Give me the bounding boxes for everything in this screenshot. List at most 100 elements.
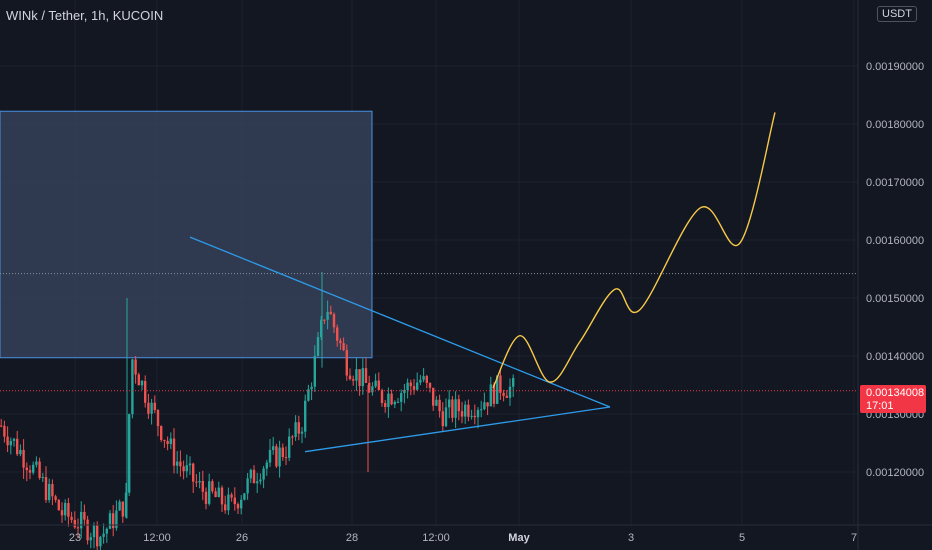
candle-body bbox=[217, 487, 220, 498]
time-tick-label: 28 bbox=[346, 532, 358, 544]
candle-body bbox=[438, 399, 441, 412]
candle-body bbox=[339, 340, 342, 344]
bar-countdown: 17:01 bbox=[866, 400, 894, 412]
resistance-box bbox=[0, 110, 373, 359]
candle-body bbox=[121, 501, 124, 517]
candle-body bbox=[278, 447, 281, 467]
candle-body bbox=[425, 376, 428, 383]
price-tick-label: 0.00170000 bbox=[866, 177, 924, 189]
price-tick-label: 0.00160000 bbox=[866, 235, 924, 247]
candle-body bbox=[249, 469, 252, 479]
candle-body bbox=[451, 399, 454, 418]
candle-body bbox=[272, 446, 275, 450]
candle-body bbox=[252, 469, 256, 484]
candle-body bbox=[448, 399, 451, 408]
candle-body bbox=[102, 533, 105, 537]
candle-body bbox=[0, 425, 3, 427]
candle-body bbox=[150, 402, 153, 414]
candle-body bbox=[291, 436, 294, 438]
time-tick-label: 12:00 bbox=[143, 532, 171, 544]
currency-badge[interactable]: USDT bbox=[877, 6, 917, 22]
candle-body bbox=[300, 431, 304, 434]
triangle-lower-trendline bbox=[304, 406, 611, 453]
candle-body bbox=[134, 359, 137, 375]
candle-body bbox=[454, 399, 457, 418]
candle-body bbox=[352, 379, 355, 381]
candle-body bbox=[435, 399, 438, 406]
candle-body bbox=[108, 513, 112, 529]
candle-body bbox=[176, 461, 179, 466]
candle-body bbox=[406, 382, 409, 390]
candle-body bbox=[396, 401, 400, 403]
price-axis[interactable]: 0.00190000 0.00180000 0.00170000 0.00160000… bbox=[866, 61, 924, 479]
candle-body bbox=[115, 510, 118, 529]
candle-body bbox=[16, 438, 19, 455]
candle-body bbox=[60, 510, 64, 516]
candle-body bbox=[192, 463, 195, 482]
candle-body bbox=[32, 464, 35, 473]
candle-body bbox=[275, 446, 278, 467]
candle-body bbox=[172, 438, 176, 466]
candle-body bbox=[188, 463, 192, 466]
candle-body bbox=[419, 379, 422, 383]
candle-body bbox=[67, 503, 70, 517]
candle-body bbox=[86, 519, 89, 541]
symbol-title[interactable]: WINk / Tether, 1h, KUCOIN bbox=[6, 8, 164, 23]
price-tick-label: 0.00180000 bbox=[866, 119, 924, 131]
candle-body bbox=[348, 375, 352, 380]
candle-body bbox=[380, 390, 384, 404]
candle-body bbox=[96, 525, 99, 547]
candle-body bbox=[233, 497, 236, 505]
candle-body bbox=[358, 369, 361, 387]
candle-body bbox=[307, 389, 310, 401]
candle-body bbox=[387, 393, 390, 408]
candle-body bbox=[265, 462, 268, 469]
candle-body bbox=[457, 399, 460, 412]
time-axis[interactable]: 23 12:00 26 28 12:00 May 3 5 7 bbox=[69, 532, 857, 544]
candle-body bbox=[512, 377, 515, 387]
price-tick-label: 0.00140000 bbox=[866, 351, 924, 363]
candle-body bbox=[499, 375, 502, 393]
candle-body bbox=[281, 447, 284, 458]
candle-body bbox=[400, 393, 403, 402]
candle-body bbox=[412, 386, 416, 390]
candle-body bbox=[48, 484, 51, 501]
candle-body bbox=[416, 382, 419, 390]
candle-body bbox=[492, 384, 496, 404]
candle-body bbox=[140, 380, 144, 386]
candle-body bbox=[496, 375, 499, 404]
candle-body bbox=[483, 402, 486, 410]
candle-body bbox=[211, 481, 214, 492]
candle-body bbox=[508, 386, 512, 398]
candle-body bbox=[336, 327, 339, 341]
candle-body bbox=[464, 404, 467, 417]
candle-body bbox=[201, 481, 204, 492]
candle-body bbox=[256, 481, 259, 484]
candle-body bbox=[169, 438, 172, 445]
candle-body bbox=[70, 516, 73, 520]
candle-body bbox=[342, 343, 345, 351]
candle-body bbox=[6, 436, 9, 446]
candle-body bbox=[384, 403, 387, 408]
price-tick-label: 0.00120000 bbox=[866, 467, 924, 479]
candle-body bbox=[112, 513, 115, 529]
candle-body bbox=[76, 527, 80, 529]
candle-body bbox=[428, 382, 432, 388]
candle-body bbox=[502, 392, 505, 396]
candle-body bbox=[51, 484, 54, 497]
candle-body bbox=[41, 477, 44, 479]
candle-body bbox=[284, 457, 288, 459]
candle-body bbox=[390, 393, 393, 405]
candle-body bbox=[25, 467, 28, 471]
projection-path bbox=[492, 112, 776, 389]
candle-body bbox=[505, 395, 508, 398]
candle-body bbox=[160, 426, 163, 440]
candle-body bbox=[377, 380, 380, 391]
time-tick-label: 3 bbox=[628, 532, 634, 544]
candle-body bbox=[144, 380, 147, 403]
candle-body bbox=[355, 369, 358, 381]
candle-body bbox=[374, 380, 377, 387]
candle-body bbox=[224, 504, 227, 511]
candle-body bbox=[57, 499, 60, 511]
